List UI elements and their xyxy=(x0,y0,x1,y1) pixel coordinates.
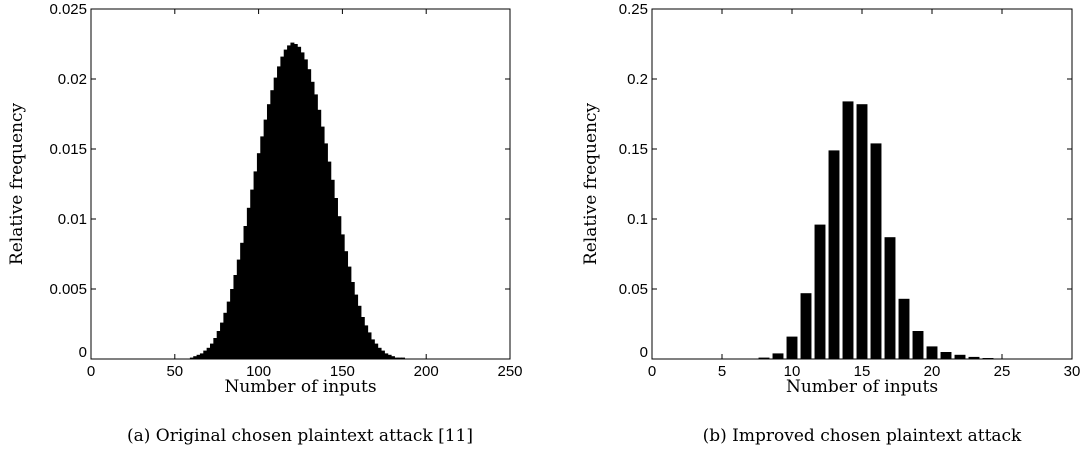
bar xyxy=(955,355,966,359)
bar xyxy=(871,143,882,359)
x-tick-label: 250 xyxy=(497,363,522,380)
bar xyxy=(324,143,328,359)
y-tick-label: 0.02 xyxy=(58,71,87,88)
bar xyxy=(857,104,868,359)
bar xyxy=(257,153,261,359)
y-axis-label: Relative frequency xyxy=(7,102,27,265)
x-axis-label: Number of inputs xyxy=(786,377,938,397)
y-tick-label: 0.025 xyxy=(49,1,87,18)
chart-panel-a: 0 50 100 150 200 250 0 0.005 0.01 0.015 0.02 0.025 N… xyxy=(7,1,523,446)
y-tick-label: 0.005 xyxy=(49,281,87,298)
x-tick-label: 50 xyxy=(166,363,183,380)
bar xyxy=(815,225,826,359)
y-tick-label: 0 xyxy=(640,344,648,361)
x-tick-label: 200 xyxy=(414,363,439,380)
chart-panel-b: 0 5 10 15 20 25 30 0 0.05 0.1 0.15 0.2 0.25 Number of… xyxy=(581,1,1080,446)
x-tick-label: 30 xyxy=(1064,363,1081,380)
x-tick-label: 0 xyxy=(87,363,95,380)
bar xyxy=(899,299,910,359)
bar xyxy=(913,331,924,359)
y-tick-label: 0.2 xyxy=(627,71,648,88)
y-tick-label: 0.1 xyxy=(627,211,648,228)
bar xyxy=(829,150,840,359)
x-tick-label: 0 xyxy=(648,363,656,380)
y-tick-label: 0.15 xyxy=(619,141,648,158)
bar xyxy=(374,344,378,359)
y-axis-label: Relative frequency xyxy=(581,102,601,265)
bar xyxy=(801,293,812,359)
x-tick-label: 25 xyxy=(994,363,1011,380)
x-axis-label: Number of inputs xyxy=(224,377,376,397)
figure-caption: (a) Original chosen plaintext attack [11… xyxy=(127,426,473,446)
y-tick-label: 0.01 xyxy=(58,211,87,228)
x-tick-label: 5 xyxy=(718,363,726,380)
bar-series xyxy=(190,43,405,359)
bar xyxy=(885,237,896,359)
bar xyxy=(341,234,345,359)
y-tick-label: 0.05 xyxy=(619,281,648,298)
bar xyxy=(941,352,952,359)
bar xyxy=(843,101,854,359)
bar xyxy=(274,78,278,359)
y-tick-label: 0.015 xyxy=(49,141,87,158)
y-tick-label: 0 xyxy=(79,344,87,361)
bar xyxy=(357,306,361,359)
bar-series xyxy=(745,101,1008,359)
y-tick-label: 0.25 xyxy=(619,1,648,18)
bar xyxy=(207,348,211,359)
bar xyxy=(290,43,294,359)
bar xyxy=(307,69,311,359)
bar xyxy=(240,243,244,359)
bar xyxy=(223,313,227,359)
figure-caption: (b) Improved chosen plaintext attack xyxy=(703,426,1022,446)
bar xyxy=(773,353,784,359)
